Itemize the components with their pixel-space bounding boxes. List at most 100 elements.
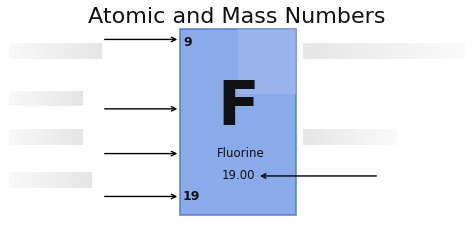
- Bar: [325, 43, 330, 59]
- Bar: [357, 129, 360, 145]
- Bar: [389, 43, 395, 59]
- Bar: [310, 129, 313, 145]
- Bar: [54, 172, 56, 188]
- Bar: [22, 129, 24, 145]
- Bar: [41, 91, 44, 106]
- Bar: [58, 91, 61, 106]
- Bar: [90, 172, 92, 188]
- Bar: [29, 129, 31, 145]
- Bar: [12, 91, 14, 106]
- Bar: [354, 129, 357, 145]
- Bar: [25, 43, 28, 59]
- Bar: [328, 129, 332, 145]
- Bar: [368, 43, 373, 59]
- Bar: [24, 91, 27, 106]
- Bar: [82, 172, 84, 188]
- Bar: [330, 43, 336, 59]
- Bar: [59, 43, 62, 59]
- Bar: [395, 43, 400, 59]
- Bar: [37, 43, 40, 59]
- Bar: [79, 172, 82, 188]
- Bar: [303, 43, 309, 59]
- Text: 19.00: 19.00: [221, 169, 255, 182]
- Bar: [23, 172, 26, 188]
- Bar: [36, 91, 39, 106]
- Bar: [345, 129, 347, 145]
- Bar: [12, 172, 15, 188]
- Bar: [84, 172, 87, 188]
- Bar: [51, 91, 54, 106]
- Bar: [71, 91, 73, 106]
- Bar: [346, 43, 352, 59]
- Bar: [64, 91, 66, 106]
- Bar: [379, 129, 383, 145]
- Bar: [395, 129, 398, 145]
- Bar: [81, 91, 83, 106]
- Bar: [9, 43, 13, 59]
- Bar: [17, 91, 19, 106]
- Bar: [46, 91, 49, 106]
- Bar: [389, 129, 392, 145]
- Bar: [74, 43, 77, 59]
- Bar: [56, 172, 59, 188]
- Bar: [19, 129, 22, 145]
- Bar: [71, 129, 73, 145]
- Bar: [385, 129, 389, 145]
- Bar: [80, 43, 83, 59]
- Text: 19: 19: [183, 190, 201, 203]
- Bar: [316, 129, 319, 145]
- Bar: [351, 129, 354, 145]
- Bar: [66, 91, 68, 106]
- Bar: [26, 172, 29, 188]
- Bar: [65, 172, 67, 188]
- Bar: [427, 43, 432, 59]
- Bar: [352, 43, 357, 59]
- Bar: [49, 43, 53, 59]
- Bar: [15, 172, 18, 188]
- Bar: [68, 91, 71, 106]
- Bar: [19, 43, 22, 59]
- Bar: [341, 43, 346, 59]
- Bar: [20, 172, 23, 188]
- Bar: [87, 172, 90, 188]
- Bar: [62, 172, 65, 188]
- Bar: [9, 129, 12, 145]
- Bar: [77, 43, 80, 59]
- Bar: [27, 129, 29, 145]
- Bar: [341, 129, 345, 145]
- Text: F: F: [217, 79, 259, 138]
- Bar: [37, 172, 40, 188]
- Bar: [39, 91, 41, 106]
- Bar: [31, 91, 34, 106]
- Bar: [370, 129, 373, 145]
- Bar: [24, 129, 27, 145]
- Bar: [43, 172, 46, 188]
- Bar: [92, 43, 96, 59]
- Bar: [78, 129, 81, 145]
- Bar: [76, 172, 79, 188]
- Bar: [46, 43, 50, 59]
- Bar: [44, 129, 46, 145]
- Bar: [54, 129, 56, 145]
- Bar: [56, 91, 58, 106]
- Text: Atomic and Mass Numbers: Atomic and Mass Numbers: [88, 7, 386, 27]
- Bar: [73, 172, 76, 188]
- Bar: [14, 129, 17, 145]
- Bar: [53, 43, 56, 59]
- Bar: [416, 43, 421, 59]
- Bar: [14, 91, 17, 106]
- Bar: [364, 129, 366, 145]
- Bar: [90, 43, 92, 59]
- Bar: [454, 43, 459, 59]
- Bar: [62, 43, 65, 59]
- Bar: [448, 43, 454, 59]
- Bar: [34, 91, 36, 106]
- Bar: [58, 129, 61, 145]
- Bar: [303, 129, 307, 145]
- Bar: [347, 129, 351, 145]
- Bar: [9, 172, 12, 188]
- Bar: [56, 43, 59, 59]
- Bar: [307, 129, 310, 145]
- Bar: [383, 129, 385, 145]
- Bar: [421, 43, 427, 59]
